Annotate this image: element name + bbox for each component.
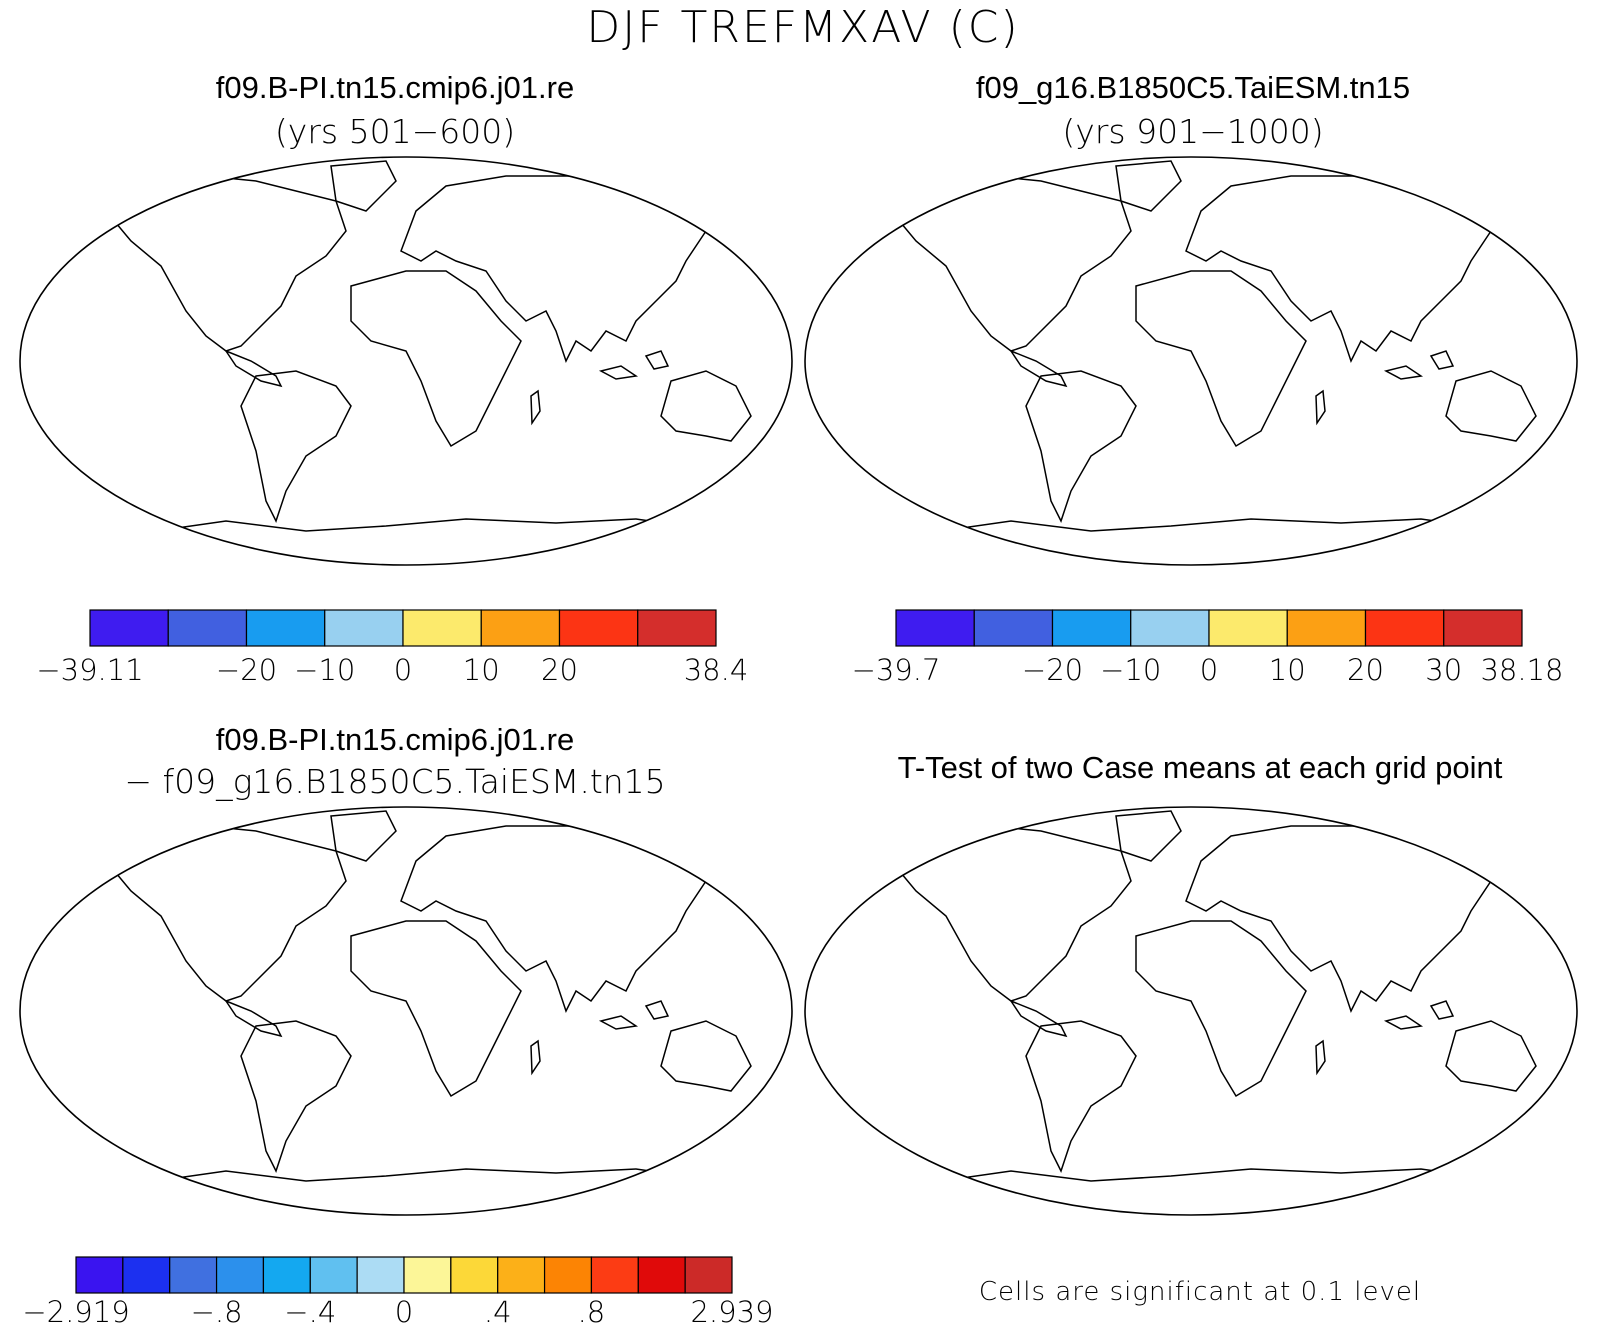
colorbar-2-tick-label: 20 [1347, 653, 1384, 687]
colorbar-2-swatch-0 [895, 609, 975, 647]
colorbar-3-swatch-12 [637, 1256, 686, 1294]
colorbar-2-tick-label: 10 [1269, 653, 1306, 687]
panel2-subtitle: (yrs 901−1000) [1062, 112, 1324, 151]
colorbar-1-swatch-5 [480, 609, 561, 647]
colorbar-3-swatch-1 [122, 1256, 171, 1294]
colorbar-1-swatch-7 [637, 609, 717, 647]
map-border-3 [19, 806, 793, 1216]
colorbar-3-swatch-11 [590, 1256, 639, 1294]
colorbar-2-swatch-1 [973, 609, 1054, 647]
panel1-title: f09.B-PI.tn15.cmip6.j01.re [215, 70, 575, 105]
panel3-title: f09.B-PI.tn15.cmip6.j01.re [215, 722, 575, 757]
colorbar-1-swatch-4 [402, 609, 482, 647]
panel3-subtitle: − f09_g16.B1850C5.TaiESM.tn15 [124, 762, 666, 801]
colorbar-1-tick-label: −39.11 [36, 653, 143, 687]
colorbar-3-swatch-13 [684, 1256, 733, 1294]
colorbar-1-tick-label: 0 [394, 653, 412, 687]
colorbar-3-swatch-2 [169, 1256, 218, 1294]
colorbar-2-tick-label: 38.18 [1480, 653, 1563, 687]
colorbar-2-swatch-5 [1286, 609, 1367, 647]
colorbar-3-swatch-3 [215, 1256, 265, 1294]
colorbar-1-swatch-0 [89, 609, 169, 647]
map-panel-2 [805, 157, 1577, 565]
figure-title: DJF TREFMXAV (C) [586, 2, 1020, 53]
significance-note: Cells are significant at 0.1 level [978, 1277, 1422, 1307]
colorbar-3-swatch-10 [543, 1256, 593, 1294]
colorbar-1-tick-label: −10 [294, 653, 355, 687]
colorbar-1-tick-label: −20 [216, 653, 277, 687]
panel2-title: f09_g16.B1850C5.TaiESM.tn15 [975, 70, 1411, 105]
colorbar-2-tick-label: −20 [1022, 653, 1083, 687]
colorbar-2-swatch-3 [1130, 609, 1210, 647]
colorbar-1-tick-label: 10 [463, 653, 500, 687]
colorbar-1-tick-label: 38.4 [684, 653, 749, 687]
colorbar-1-swatch-3 [324, 609, 404, 647]
colorbar-1-swatch-2 [245, 609, 326, 647]
colorbar-2-tick-label: −39.7 [852, 653, 941, 687]
colorbar-1-tick-label: 20 [541, 653, 578, 687]
colorbar-1: −39.11 −20 −10 0 10 20 38.4 [36, 609, 749, 687]
colorbar-3-tick-label: 2.939 [690, 1295, 773, 1327]
colorbar-3-tick-label: −.4 [284, 1295, 336, 1327]
colorbar-3-swatch-9 [497, 1256, 546, 1294]
map-border-4 [804, 806, 1578, 1216]
colorbar-2-swatch-4 [1208, 609, 1288, 647]
colorbar-3-tick-label: .8 [578, 1295, 606, 1327]
colorbar-2-swatch-2 [1051, 609, 1132, 647]
map-panel-1 [20, 157, 792, 565]
colorbar-3-swatch-0 [75, 1256, 124, 1294]
colorbar-1-swatch-1 [167, 609, 248, 647]
colorbar-3-swatch-4 [262, 1256, 311, 1294]
panel4-title: T-Test of two Case means at each grid po… [897, 750, 1503, 785]
colorbar-2-swatch-7 [1443, 609, 1523, 647]
map-panel-3 [20, 807, 792, 1215]
colorbar-2-tick-label: 0 [1200, 653, 1218, 687]
map-border-1 [19, 156, 793, 566]
colorbar-3-swatch-5 [309, 1256, 358, 1294]
colorbar-3-tick-label: −2.919 [22, 1295, 129, 1327]
colorbar-2-swatch-6 [1364, 609, 1445, 647]
colorbar-2-tick-label: −10 [1100, 653, 1161, 687]
panel1-subtitle: (yrs 501−600) [274, 112, 516, 151]
colorbar-3-swatch-7 [403, 1256, 452, 1294]
map-border-2 [804, 156, 1578, 566]
colorbar-1-swatch-6 [558, 609, 639, 647]
colorbar-3-tick-label: −.8 [191, 1295, 243, 1327]
colorbar-3-tick-label: 0 [395, 1295, 413, 1327]
colorbar-3-swatch-6 [356, 1256, 405, 1294]
colorbar-3-tick-label: .4 [484, 1295, 512, 1327]
colorbar-3-swatch-8 [450, 1256, 499, 1294]
map-panel-4 [805, 807, 1577, 1215]
colorbar-2-tick-label: 30 [1425, 653, 1462, 687]
colorbar-2: −39.7 −20 −10 0 10 20 30 38.18 [852, 609, 1564, 687]
colorbar-3: −2.919 −.8 −.4 0 .4 .8 2.939 [22, 1256, 774, 1327]
